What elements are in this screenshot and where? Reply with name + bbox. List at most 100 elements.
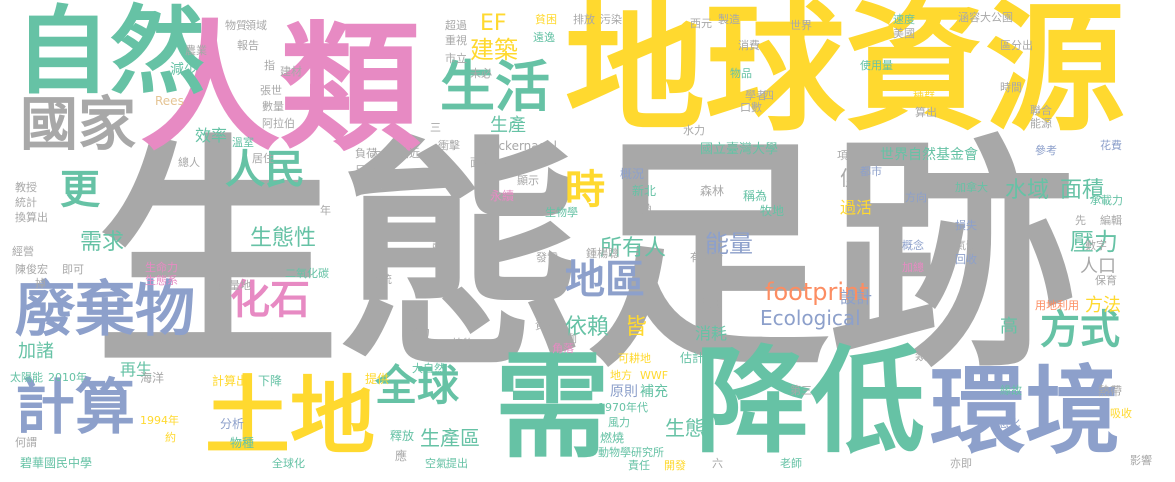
word: 釋放 <box>390 429 415 443</box>
word: 消耗 <box>695 324 728 343</box>
word: 大小 <box>370 147 392 160</box>
word: 何謂 <box>15 436 37 449</box>
word: 消費 <box>738 39 760 52</box>
word: 生產區 <box>420 426 480 450</box>
word: 西元 <box>690 17 712 30</box>
word: 原則 <box>610 384 638 400</box>
word: 方向 <box>905 191 927 204</box>
word: 張世 <box>260 84 282 97</box>
word: 方式 <box>1040 307 1120 353</box>
word: 負荷 <box>355 147 377 160</box>
word: 全球化 <box>272 457 305 470</box>
word: 貧困 <box>535 13 557 26</box>
word: 設計 <box>840 288 873 307</box>
word: 環境 <box>930 357 1121 467</box>
word: 涵容 <box>958 11 980 24</box>
word: 動物學研究所 <box>598 446 664 459</box>
word: footprint <box>765 278 869 306</box>
word: 提出 <box>446 457 468 470</box>
word: 生活 <box>440 55 551 119</box>
word: 老師 <box>780 457 802 470</box>
word: 地區 <box>565 257 645 303</box>
word: 參考 <box>1035 144 1057 157</box>
word: 經營 <box>12 245 34 258</box>
word: EF <box>480 11 507 36</box>
word: 惡化 <box>998 417 1020 430</box>
word: 承載力 <box>1090 194 1123 207</box>
word: 兼顧 <box>700 297 722 310</box>
word: 降低 <box>695 335 926 469</box>
word: 時 <box>565 167 605 213</box>
word: 1970年代 <box>598 401 648 414</box>
word: 地方 <box>610 369 632 382</box>
word: 農業 <box>185 44 207 57</box>
word: 用地利用 <box>1035 299 1079 312</box>
word: 牧地 <box>760 204 785 218</box>
word: 生物學 <box>545 206 578 219</box>
word: 二氧化碳 <box>285 267 329 280</box>
word: 區分出 <box>1000 39 1033 52</box>
word: 項 <box>837 149 848 162</box>
word: Wackernagel <box>480 139 557 153</box>
word: 時間 <box>1000 81 1022 94</box>
word: 回收 <box>955 253 977 266</box>
word: 能量地 <box>218 279 251 292</box>
word: 1994年 <box>140 414 179 427</box>
word: 編輯 <box>1100 214 1122 227</box>
word: 四 <box>763 89 774 102</box>
word: 急劇 <box>555 332 577 345</box>
word: 應 <box>395 449 408 463</box>
word: 森林 <box>700 184 725 198</box>
word: 花費 <box>1100 139 1122 152</box>
word: 使用量 <box>860 59 893 72</box>
word: 加總 <box>902 261 924 274</box>
word: 超出 <box>155 184 177 197</box>
word: 國立臺灣大學 <box>700 142 779 157</box>
word: WWF <box>640 369 669 382</box>
word: 居住 <box>252 152 274 165</box>
word: 水力 <box>683 124 705 137</box>
word: 可耕地 <box>618 352 651 365</box>
word: 世界 <box>790 19 812 32</box>
word: 人口 <box>1080 256 1116 277</box>
word: 角落 <box>552 342 574 355</box>
word: 計算出 <box>212 374 249 388</box>
word: 速度 <box>893 13 915 26</box>
word: 教授 <box>15 181 37 194</box>
word: 生態 <box>665 416 705 440</box>
word: 換算出 <box>15 211 48 224</box>
word: 海洋 <box>140 371 165 385</box>
word: Rees <box>155 94 184 108</box>
word: 化石 <box>230 277 310 323</box>
word: 地球資源 <box>565 0 1126 151</box>
word: 美國 <box>893 27 915 40</box>
word: 效率 <box>195 126 228 145</box>
word: 有利於 <box>690 251 723 264</box>
word: 生態系 <box>145 274 178 287</box>
word: 碧華國民中學 <box>20 456 93 470</box>
word: 都市 <box>860 165 882 178</box>
word: 努力 <box>408 326 430 339</box>
word: 植物 <box>452 337 474 350</box>
word: 學者 <box>745 89 767 102</box>
word: 人民 <box>225 147 305 193</box>
word: 高 <box>1000 316 1018 337</box>
word: 分散 <box>218 261 240 274</box>
word: 2010年 <box>48 371 87 384</box>
word: 系統 <box>370 273 392 286</box>
word: 計算 <box>15 373 135 443</box>
word: 未必 <box>470 67 492 80</box>
word: 依賴 <box>565 315 610 340</box>
word: 掉 <box>35 277 46 290</box>
word: 面積 <box>470 156 492 169</box>
word: 水域 <box>1005 178 1050 203</box>
word: 責任 <box>628 459 650 472</box>
word: 總人 <box>178 156 200 169</box>
word: 轉換 <box>628 202 653 216</box>
word: 阿拉伯 <box>262 117 295 130</box>
word: 吸收 <box>1110 407 1132 420</box>
word: 永續 <box>490 189 515 203</box>
word: 太陽能 <box>10 371 43 384</box>
word: 二 <box>495 277 506 290</box>
word: 國家 <box>20 90 137 158</box>
